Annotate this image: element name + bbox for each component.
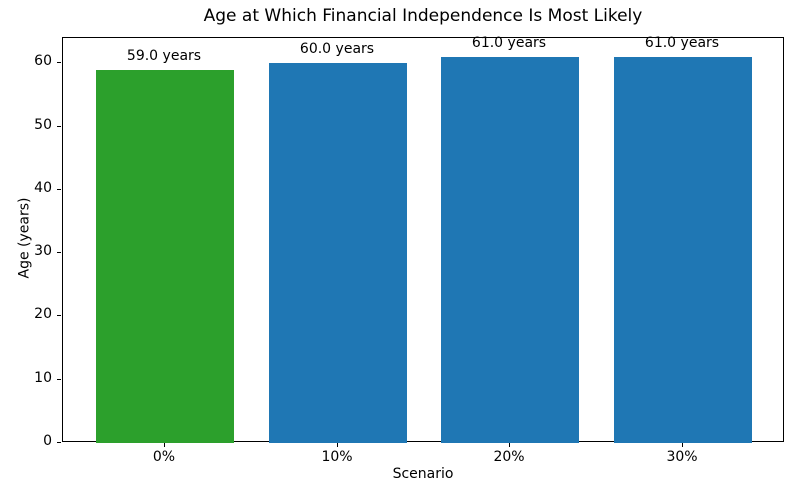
bar-10% [269,63,407,443]
y-tick-mark [57,126,61,127]
y-tick-label: 60 [34,53,52,69]
y-tick-label: 0 [43,433,52,449]
x-tick-mark [337,443,338,447]
y-tick-label: 10 [34,370,52,386]
bar-value-label: 61.0 years [644,35,720,51]
y-tick-label: 20 [34,306,52,322]
y-tick-label: 40 [34,180,52,196]
x-tick-label: 30% [666,449,698,465]
chart-title: Age at Which Financial Independence Is M… [203,6,643,26]
plot-area [62,37,784,443]
x-tick-label: 20% [493,449,525,465]
bar-value-label: 60.0 years [299,41,375,57]
bar-30% [614,57,752,443]
x-tick-mark [509,443,510,447]
x-tick-label: 0% [152,449,176,465]
y-tick-mark [57,379,61,380]
x-axis-label: Scenario [392,466,454,482]
y-tick-mark [57,62,61,63]
bar-value-label: 59.0 years [126,48,202,64]
y-tick-mark [57,189,61,190]
x-tick-mark [682,443,683,447]
y-tick-label: 50 [34,117,52,133]
y-tick-mark [57,315,61,316]
x-tick-mark [164,443,165,447]
y-tick-label: 30 [34,243,52,259]
bar-value-label: 61.0 years [471,35,547,51]
bar-0% [96,70,234,443]
x-tick-label: 10% [321,449,353,465]
bar-20% [441,57,579,443]
y-tick-mark [57,252,61,253]
y-tick-mark [57,442,61,443]
